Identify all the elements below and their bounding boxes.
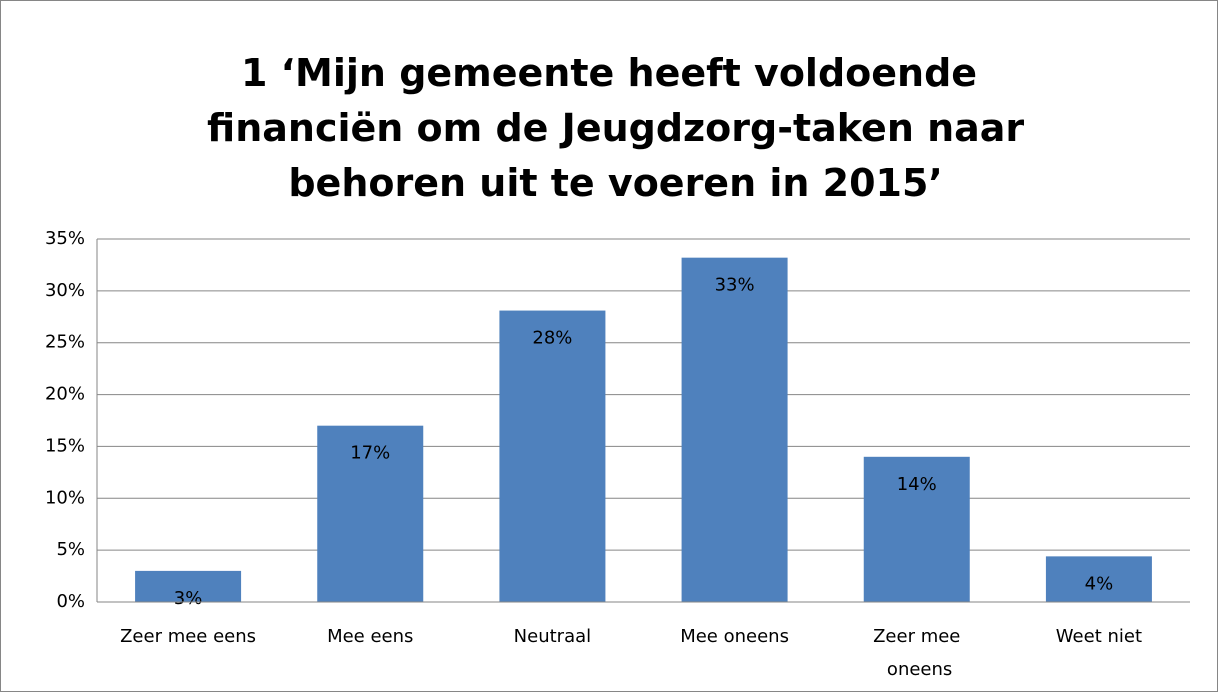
chart-title: 1 ‘Mijn gemeente heeft voldoende financi… (194, 51, 1025, 205)
x-tick-label: Zeer mee oneens (873, 626, 960, 680)
y-tick-label: 25% (45, 332, 85, 353)
x-tick-label: Zeer mee eens (120, 626, 256, 647)
bar (317, 425, 424, 602)
y-tick-label: 5% (56, 539, 85, 560)
value-label: 3% (174, 588, 203, 609)
x-tick-label: Neutraal (514, 626, 591, 647)
y-tick-label: 35% (45, 228, 85, 249)
value-label: 33% (715, 275, 755, 296)
y-tick-label: 15% (45, 435, 85, 456)
bar (135, 570, 242, 602)
x-tick-label: Mee oneens (680, 626, 789, 647)
bar (863, 456, 970, 602)
x-tick-label: Weet niet (1056, 626, 1142, 647)
value-label: 28% (532, 328, 572, 349)
y-tick-label: 0% (56, 591, 85, 612)
value-label: 14% (897, 474, 937, 495)
bar (681, 257, 788, 602)
value-label: 17% (350, 443, 390, 464)
y-tick-label: 30% (45, 280, 85, 301)
bar (499, 310, 606, 602)
value-label: 4% (1085, 573, 1114, 594)
bar (1045, 556, 1152, 602)
x-tick-label: Mee eens (327, 626, 413, 647)
y-tick-label: 20% (45, 384, 85, 405)
y-tick-label: 10% (45, 487, 85, 508)
